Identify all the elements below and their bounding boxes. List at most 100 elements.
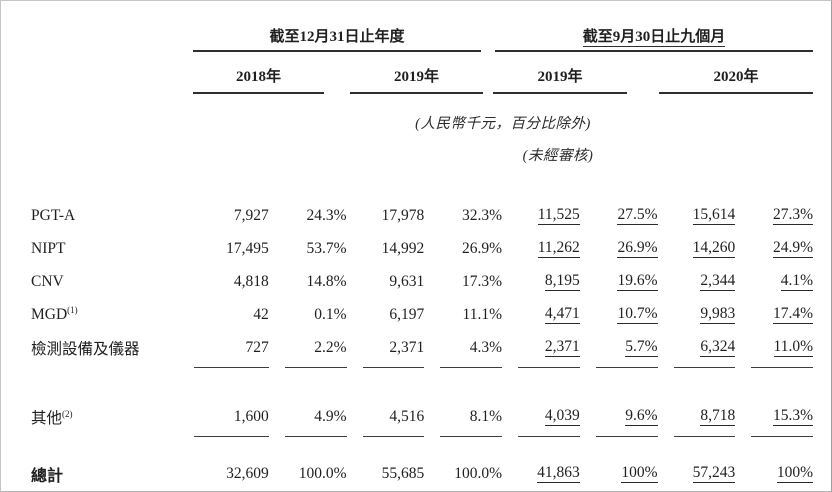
- percent-cell: 19.6%: [617, 272, 658, 291]
- year-header-2019-nine-month: 2019年: [493, 65, 627, 94]
- amount-cell: 4,471: [544, 305, 580, 324]
- percent-cell: 11.0%: [773, 338, 813, 357]
- unit-note-row: (人民幣千元，百分比除外): [31, 112, 813, 133]
- table-row-pgt-a: PGT-A 7,927 24.3% 17,978 32.3% 11,525 27…: [31, 199, 813, 232]
- percent-cell: 27.3%: [772, 206, 813, 225]
- amount-cell: 11,262: [537, 239, 580, 258]
- footnote-marker: (1): [67, 304, 78, 315]
- percent-cell: 4.1%: [780, 272, 813, 291]
- amount-cell: 6,324: [700, 338, 736, 357]
- table-row-total: 總計 32,609 100.0% 55,685 100.0% 41,863 10…: [31, 457, 813, 490]
- amount-cell: 4,039: [544, 407, 580, 426]
- percent-cell: 100.0%: [298, 464, 347, 482]
- percent-cell: 100%: [776, 464, 813, 483]
- note-spacer: [193, 144, 483, 165]
- column-rule: [194, 436, 269, 438]
- amount-cell: 8,195: [544, 272, 580, 291]
- percent-cell: 4.9%: [314, 407, 347, 425]
- row-label: NIPT: [31, 239, 66, 257]
- period-group-header-row: 截至12月31日止年度 截至9月30日止九個月: [31, 25, 813, 52]
- amount-cell: 15,614: [692, 206, 736, 225]
- amount-cell: 2,371: [389, 338, 425, 356]
- percent-cell: 9.6%: [625, 407, 658, 426]
- percent-cell: 2.2%: [314, 338, 347, 356]
- percent-cell: 17.3%: [461, 272, 502, 290]
- amount-cell: 9,983: [700, 305, 736, 324]
- column-rule: [284, 367, 347, 369]
- column-rule: [518, 436, 580, 438]
- column-rule: [518, 367, 580, 369]
- audit-note-row: (未經審核): [31, 144, 813, 165]
- group-header-nine-month: 截至9月30日止九個月: [495, 25, 813, 52]
- percent-cell: 4.3%: [469, 338, 502, 356]
- group-header-nine-month-label: 截至9月30日止九個月: [582, 29, 726, 47]
- total-label: 總計: [31, 467, 64, 485]
- percent-cell: 24.3%: [306, 206, 347, 224]
- amount-cell: 4,516: [389, 407, 425, 425]
- group-header-annual: 截至12月31日止年度: [193, 25, 481, 52]
- amount-cell: 17,495: [226, 239, 269, 257]
- amount-cell: 17,978: [381, 206, 425, 224]
- column-rule: [595, 436, 658, 438]
- column-rule: [751, 367, 813, 369]
- amount-cell: 6,197: [389, 305, 425, 323]
- year-header-2020: 2020年: [659, 65, 813, 94]
- amount-cell: 4,818: [233, 272, 269, 290]
- amount-cell: 9,631: [389, 272, 425, 290]
- amount-cell: 32,609: [226, 464, 269, 482]
- row-label: PGT-A: [31, 206, 76, 224]
- currency-unit-note: (人民幣千元，百分比除外): [415, 116, 591, 132]
- percent-cell: 26.9%: [617, 239, 658, 258]
- column-rule: [673, 367, 736, 369]
- row-label: 其他(2): [31, 408, 73, 427]
- percent-cell: 14.8%: [306, 272, 347, 290]
- subtotal-rule-row: [31, 365, 813, 374]
- amount-cell: 57,243: [692, 464, 736, 483]
- percent-cell: 27.5%: [617, 206, 658, 225]
- amount-cell: 55,685: [381, 464, 425, 482]
- row-label: MGD(1): [31, 304, 78, 323]
- amount-cell: 8,718: [700, 407, 736, 426]
- amount-cell: 2,371: [544, 338, 580, 357]
- row-gap: [31, 443, 813, 457]
- column-rule: [194, 367, 269, 369]
- table-row-cnv: CNV 4,818 14.8% 9,631 17.3% 8,195 19.6% …: [31, 265, 813, 298]
- percent-cell: 24.9%: [772, 239, 813, 258]
- note-spacer: [31, 144, 193, 165]
- row-label: CNV: [31, 272, 64, 290]
- amount-cell: 42: [253, 305, 269, 323]
- column-rule: [751, 436, 813, 438]
- percent-cell: 32.3%: [461, 206, 502, 224]
- percent-cell: 11.1%: [462, 305, 502, 323]
- percent-cell: 5.7%: [625, 338, 658, 357]
- row-gap: [31, 374, 813, 400]
- table-row-others: 其他(2) 1,600 4.9% 4,516 8.1% 4,039 9.6% 8…: [31, 400, 813, 433]
- table-row-nipt: NIPT 17,495 53.7% 14,992 26.9% 11,262 26…: [31, 232, 813, 265]
- percent-cell: 8.1%: [469, 407, 502, 425]
- percent-cell: 26.9%: [461, 239, 502, 257]
- year-header-2019-annual: 2019年: [350, 65, 483, 94]
- table-row-testing-equipment: 檢測設備及儀器 727 2.2% 2,371 4.3% 2,371 5.7% 6…: [31, 331, 813, 364]
- percent-cell: 100.0%: [454, 464, 502, 482]
- column-rule: [440, 436, 502, 438]
- year-header-2018: 2018年: [193, 65, 324, 94]
- table-row-mgd: MGD(1) 42 0.1% 6,197 11.1% 4,471 10.7% 9…: [31, 298, 813, 331]
- percent-cell: 100%: [621, 464, 658, 483]
- group-header-annual-label: 截至12月31日止年度: [269, 29, 405, 45]
- percent-cell: 15.3%: [772, 407, 813, 426]
- footnote-marker: (2): [62, 408, 73, 419]
- amount-cell: 11,525: [537, 206, 580, 225]
- amount-cell: 7,927: [233, 206, 269, 224]
- amount-cell: 1,600: [233, 407, 269, 425]
- amount-cell: 14,992: [381, 239, 425, 257]
- unaudited-note: (未經審核): [522, 148, 594, 164]
- note-spacer: [31, 112, 193, 133]
- column-rule: [440, 367, 502, 369]
- amount-cell: 727: [245, 338, 269, 356]
- percent-cell: 17.4%: [772, 305, 813, 324]
- column-rule: [362, 367, 425, 369]
- column-rule: [284, 436, 347, 438]
- column-rule: [673, 436, 736, 438]
- percent-cell: 0.1%: [314, 305, 347, 323]
